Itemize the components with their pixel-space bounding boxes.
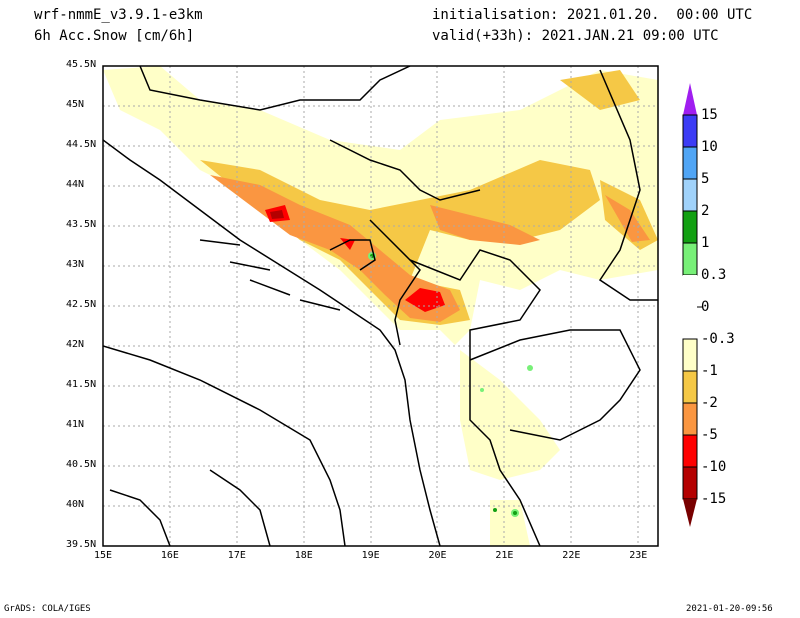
footer-timestamp: 2021-01-20-09:56 bbox=[686, 604, 773, 614]
valid-time: valid(+33h): 2021.JAN.21 09:00 UTC bbox=[432, 28, 719, 44]
colorbar-label: 15 bbox=[701, 107, 718, 123]
colorbar-label: -5 bbox=[701, 427, 718, 443]
lon-tick-label: 18E bbox=[294, 550, 313, 561]
coastlines-borders bbox=[103, 66, 658, 546]
map-frame bbox=[102, 65, 659, 547]
colorbar-label: -2 bbox=[701, 395, 718, 411]
colorbar-label: -0.3 bbox=[701, 331, 735, 347]
footer-credit: GrADS: COLA/IGES bbox=[4, 604, 91, 614]
field-title: 6h Acc.Snow [cm/6h] bbox=[34, 28, 195, 44]
init-time: initialisation: 2021.01.20. 00:00 UTC bbox=[432, 7, 753, 23]
lat-tick-label: 42N bbox=[66, 339, 85, 350]
lon-tick-label: 19E bbox=[361, 550, 380, 561]
lat-tick-label: 40N bbox=[66, 499, 85, 510]
colorbar-label: -1 bbox=[701, 363, 718, 379]
colorbar-label: -15 bbox=[701, 491, 727, 507]
snow-field bbox=[103, 66, 658, 546]
lat-tick-label: 39.5N bbox=[66, 539, 97, 550]
colorbar-label: 1 bbox=[701, 235, 710, 251]
lat-tick-label: 43.5N bbox=[66, 219, 97, 230]
lat-tick-label: 41N bbox=[66, 419, 85, 430]
colorbar bbox=[682, 83, 703, 527]
colorbar-label: 5 bbox=[701, 171, 710, 187]
lon-tick-label: 20E bbox=[428, 550, 447, 561]
colorbar-label: 0 bbox=[701, 299, 710, 315]
lat-tick-label: 41.5N bbox=[66, 379, 97, 390]
lat-tick-label: 40.5N bbox=[66, 459, 97, 470]
lon-tick-label: 16E bbox=[160, 550, 179, 561]
lon-tick-label: 17E bbox=[227, 550, 246, 561]
lon-tick-label: 21E bbox=[495, 550, 514, 561]
graticule bbox=[103, 66, 658, 546]
colorbar-label: 0.3 bbox=[701, 267, 727, 283]
lat-tick-label: 42.5N bbox=[66, 299, 97, 310]
colorbar-label: -10 bbox=[701, 459, 727, 475]
model-name: wrf-nmmE_v3.9.1-e3km bbox=[34, 7, 203, 23]
lat-tick-label: 45N bbox=[66, 99, 85, 110]
lat-tick-label: 44N bbox=[66, 179, 85, 190]
lat-tick-label: 44.5N bbox=[66, 139, 97, 150]
lon-tick-label: 22E bbox=[562, 550, 581, 561]
lon-tick-label: 23E bbox=[629, 550, 648, 561]
colorbar-label: 10 bbox=[701, 139, 718, 155]
lon-tick-label: 15E bbox=[94, 550, 113, 561]
lat-tick-label: 43N bbox=[66, 259, 85, 270]
colorbar-label: 2 bbox=[701, 203, 710, 219]
lat-tick-label: 45.5N bbox=[66, 59, 97, 70]
